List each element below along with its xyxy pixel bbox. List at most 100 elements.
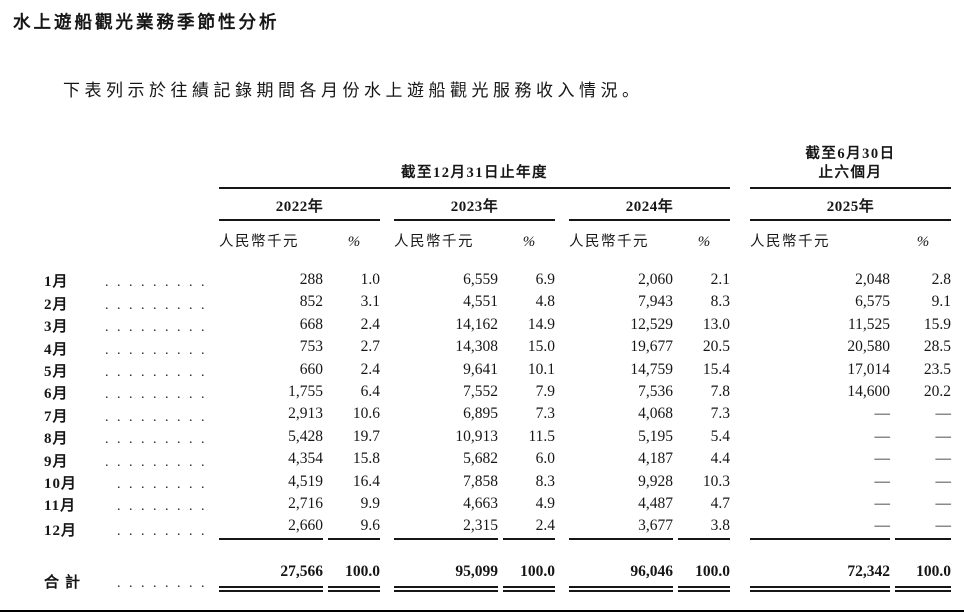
row-label-cell: 12月 . . . . . . . . — [44, 515, 214, 539]
percent-value: 6.0 — [535, 450, 555, 468]
percent-value: 4.9 — [535, 495, 555, 513]
amount-value: 4,068 — [638, 405, 673, 423]
row-label: 12月 — [44, 522, 78, 539]
dot-leader: . . . . . . . . . — [105, 409, 207, 425]
percent-value: 15.9 — [923, 315, 951, 333]
total-row: 合計. . . . . . . . 27,566 100.0 95,099 100.0 9… — [44, 561, 951, 592]
amount-value: 19,677 — [630, 338, 673, 356]
amount-value: 5,682 — [463, 450, 498, 468]
month-row: 2月 . . . . . . . . . 852 3.1 4,551 4.8 7,943 8.… — [44, 291, 951, 313]
column-gap — [560, 471, 564, 493]
percent-value: 9.6 — [328, 515, 380, 540]
percent-value: 14.9 — [527, 315, 555, 333]
column-gap — [385, 381, 389, 403]
amount-value: 7,858 — [463, 472, 498, 490]
row-label-cell: 合計 . . . . . . . . — [44, 561, 214, 592]
amount-value: — — [874, 472, 891, 490]
percent-value: — — [935, 495, 952, 513]
percent-value: — — [935, 405, 952, 423]
empty-corner-cell — [44, 127, 214, 189]
percent-value: 2.1 — [710, 271, 730, 288]
subheader-row: 人民幣千元 % 人民幣千元 % 人民幣千元 % 人民幣千元 % — [44, 221, 951, 256]
amount-value: — — [874, 405, 891, 423]
percent-value: — — [895, 515, 951, 540]
percent-value: 15.8 — [352, 450, 380, 468]
month-row: 5月 . . . . . . . . . 660 2.4 9,641 10.1 14,759… — [44, 359, 951, 381]
row-label-cell: 9月 . . . . . . . . . — [44, 448, 214, 470]
column-gap — [385, 493, 389, 515]
amount-value: 288 — [299, 271, 323, 288]
page-bottom-rule — [0, 610, 964, 612]
percent-value: 8.3 — [535, 472, 555, 490]
column-gap — [385, 471, 389, 493]
amount-value: 4,487 — [638, 495, 673, 513]
percent-value: 11.5 — [528, 427, 555, 445]
row-label-cell: 3月 . . . . . . . . . — [44, 314, 214, 336]
percent-value: 100.0 — [503, 561, 555, 592]
column-gap — [385, 403, 389, 425]
percent-value: — — [935, 427, 952, 445]
amount-value: 12,529 — [630, 315, 673, 333]
amount-value: 9,641 — [463, 360, 498, 378]
amount-value: 14,600 — [847, 383, 890, 401]
amount-value: 6,575 — [855, 293, 890, 311]
intro-paragraph: 下表列示於往績記錄期間各月份水上遊船觀光服務收入情況。 — [63, 81, 644, 100]
amount-value: 72,342 — [750, 561, 890, 592]
unit-header-2022: 人民幣千元 — [219, 234, 299, 250]
amount-value: 3,677 — [569, 515, 673, 540]
period-annual-header: 截至12月31日止年度 — [219, 127, 730, 189]
column-gap — [385, 359, 389, 381]
row-label-cell: 5月 . . . . . . . . . — [44, 359, 214, 381]
amount-value: 9,928 — [638, 472, 673, 490]
column-gap — [560, 561, 564, 592]
percent-value: 15.4 — [702, 360, 730, 378]
percent-value: 3.8 — [678, 515, 730, 540]
percent-value: 4.7 — [710, 495, 730, 513]
amount-value: 11,525 — [847, 315, 890, 333]
dot-leader: . . . . . . . . . — [105, 432, 207, 448]
amount-value: — — [750, 515, 890, 540]
amount-value: 95,099 — [394, 561, 498, 592]
percent-value: 2.7 — [360, 338, 380, 356]
row-label-cell: 4月 . . . . . . . . . — [44, 336, 214, 358]
percent-value: 100.0 — [328, 561, 380, 592]
row-label-cell: 1月 . . . . . . . . . — [44, 269, 214, 291]
amount-value: 6,895 — [463, 405, 498, 423]
percent-value: 20.5 — [702, 338, 730, 356]
percent-value: 6.4 — [360, 383, 380, 401]
amount-value: 2,660 — [219, 515, 323, 540]
month-row: 4月 . . . . . . . . . 753 2.7 14,308 15.0 19,67… — [44, 336, 951, 358]
amount-value: 753 — [299, 338, 323, 356]
dot-leader: . . . . . . . . . — [105, 297, 207, 313]
dot-leader: . . . . . . . . . — [105, 365, 207, 381]
row-label: 7月 — [44, 408, 69, 425]
row-label-cell: 2月 . . . . . . . . . — [44, 291, 214, 313]
percent-value: 13.0 — [702, 315, 730, 333]
row-label-cell: 7月 . . . . . . . . . — [44, 403, 214, 425]
column-gap — [735, 314, 745, 336]
column-gap — [560, 314, 564, 336]
document-page: 水上遊船觀光業務季節性分析 下表列示於往績記錄期間各月份水上遊船觀光服務收入情況… — [0, 9, 964, 612]
amount-value: 4,551 — [463, 293, 498, 311]
percent-value: 19.7 — [352, 427, 380, 445]
column-gap — [735, 269, 745, 291]
amount-value: 668 — [299, 315, 323, 333]
period-header-row: 截至12月31日止年度 截至6月30日 止六個月 — [44, 127, 951, 189]
percent-value: 100.0 — [678, 561, 730, 592]
amount-value: 2,716 — [288, 495, 323, 513]
amount-value: 27,566 — [219, 561, 323, 592]
row-label: 5月 — [44, 364, 69, 381]
percent-value: 100.0 — [895, 561, 951, 592]
amount-value: 5,195 — [638, 427, 673, 445]
dot-leader: . . . . . . . . . — [105, 275, 207, 291]
amount-value: 660 — [299, 360, 323, 378]
amount-value: 20,580 — [847, 338, 890, 356]
month-row: 11月 . . . . . . . . 2,716 9.9 4,663 4.9 4,487 4… — [44, 493, 951, 515]
amount-value: 1,755 — [288, 383, 323, 401]
column-gap — [560, 493, 564, 515]
percent-value: 9.1 — [931, 293, 951, 311]
percent-value: — — [935, 472, 952, 490]
column-gap — [560, 221, 564, 256]
column-gap — [385, 221, 389, 256]
column-gap — [385, 269, 389, 291]
